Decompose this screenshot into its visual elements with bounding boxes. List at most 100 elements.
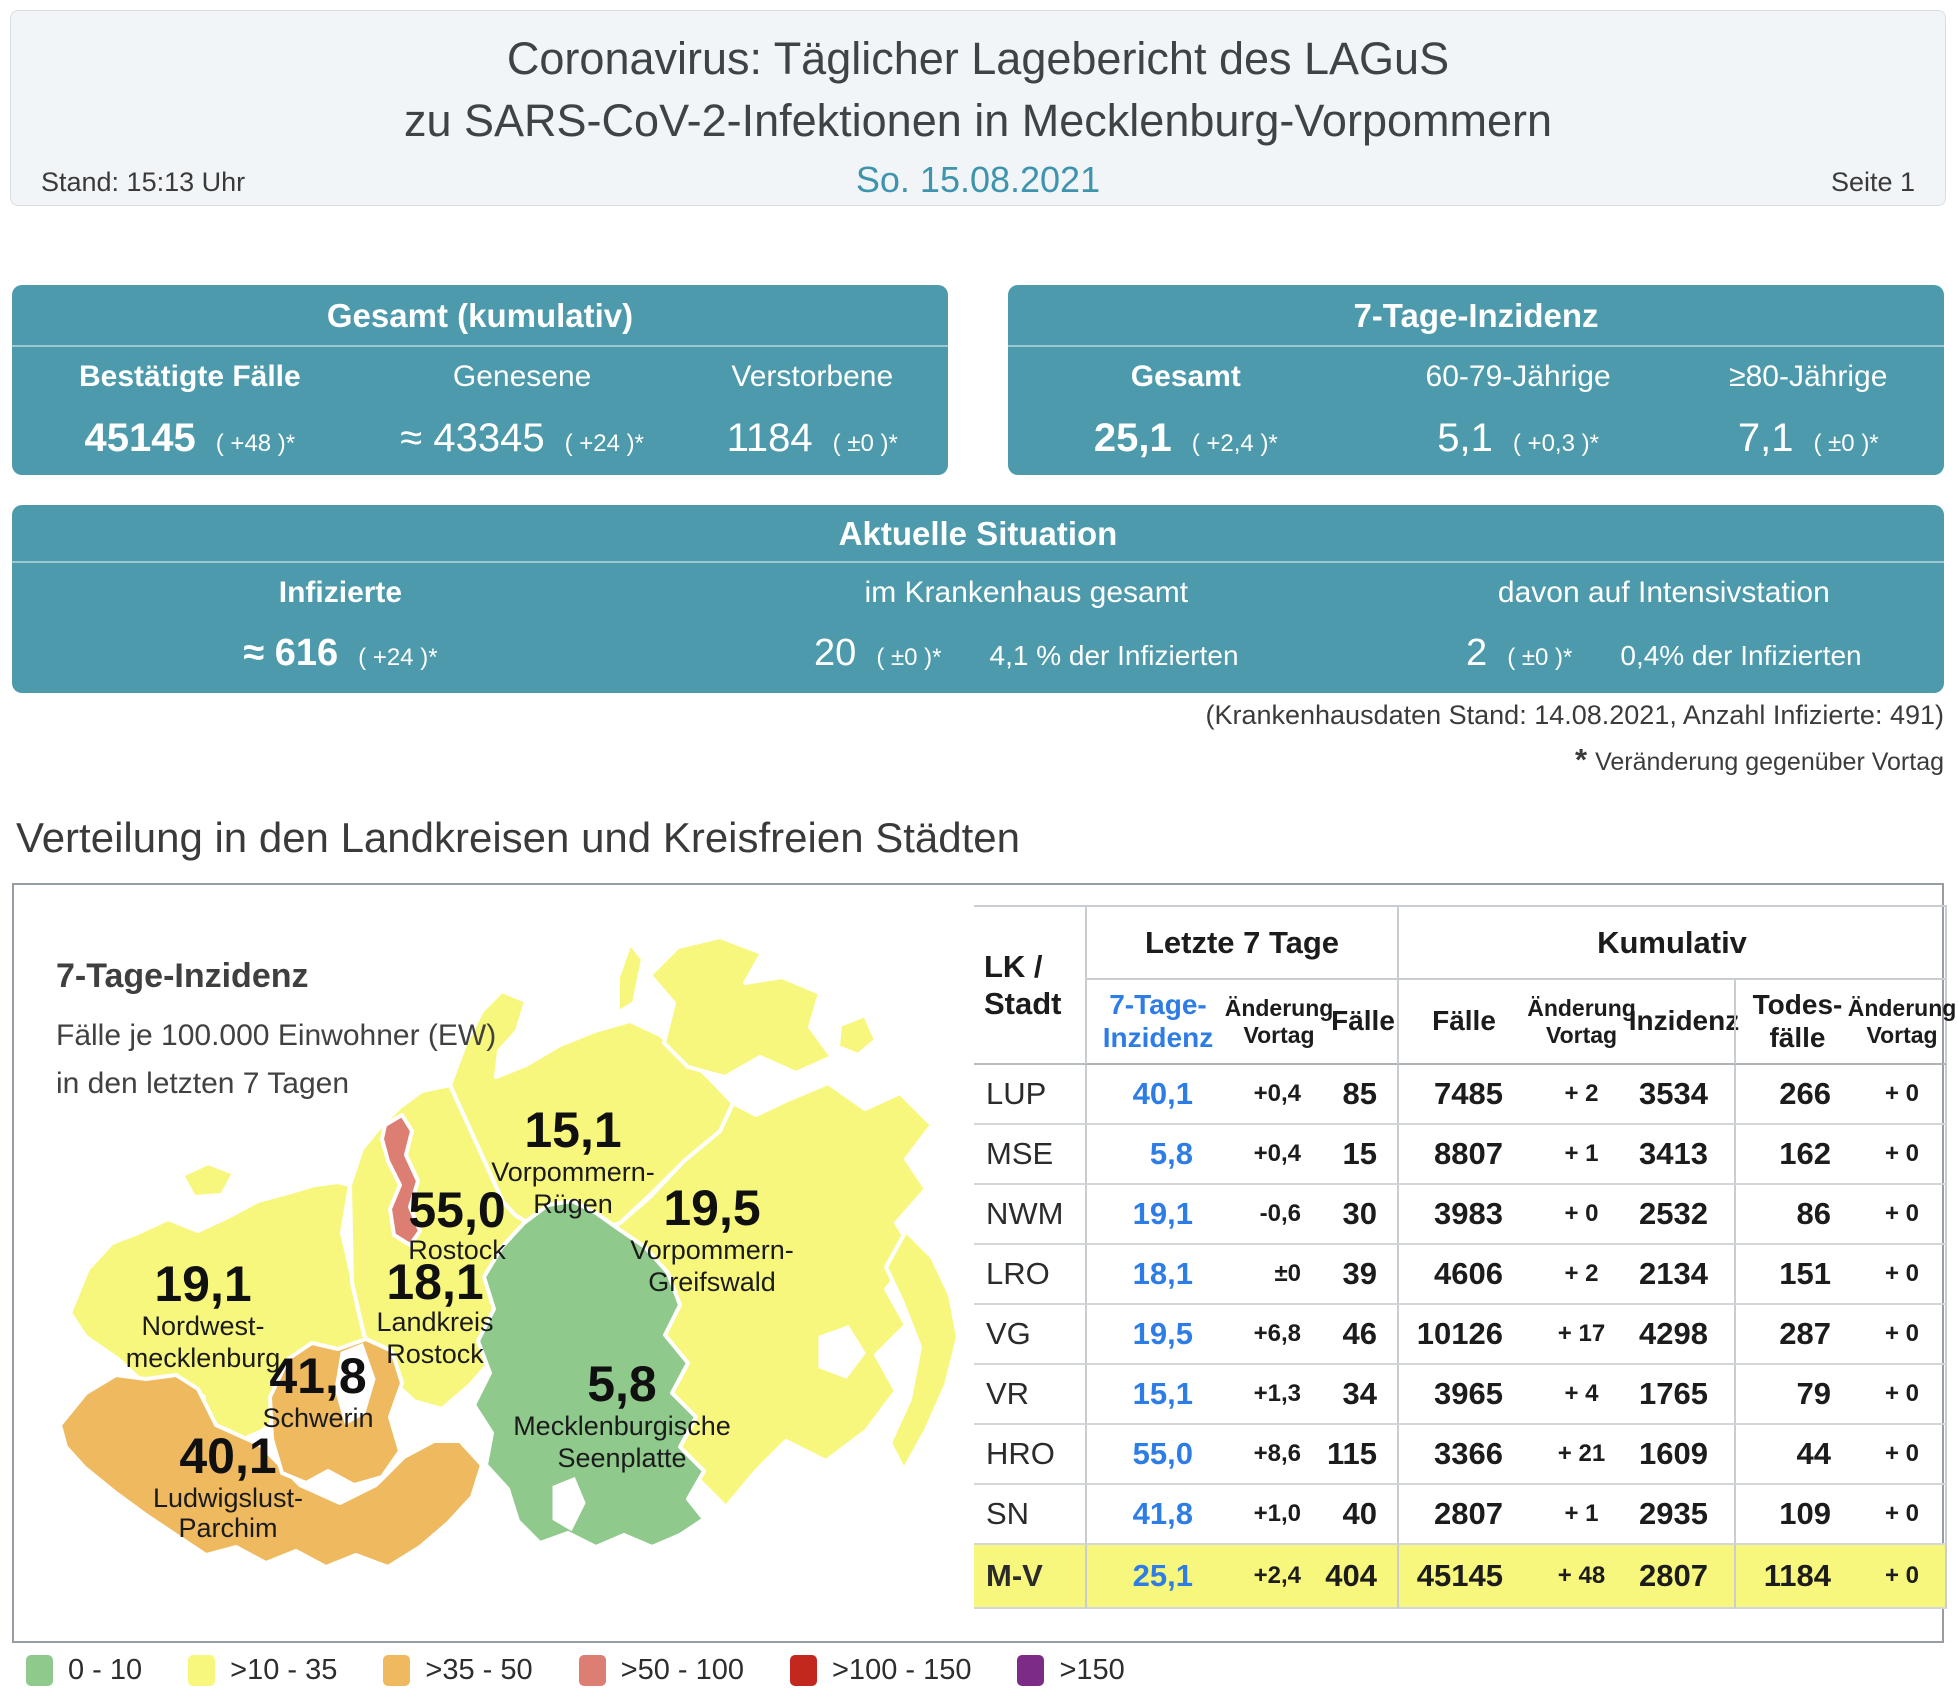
legend-swatch-purple xyxy=(1017,1655,1045,1686)
metric-value: 2 xyxy=(1466,631,1488,674)
legend-swatch-green xyxy=(26,1655,53,1686)
table-cell-district: LUP xyxy=(974,1065,1085,1125)
region-rostock-city xyxy=(380,1113,422,1247)
table-cell: + 1 xyxy=(1529,1125,1634,1185)
map-name-schwerin: Schwerin xyxy=(262,1403,373,1433)
table-cell: +8,6 xyxy=(1229,1425,1329,1485)
metric-value: 1184 xyxy=(726,415,813,460)
metric-value: ≈ 616 xyxy=(243,631,339,674)
legend-swatch-orange xyxy=(383,1655,411,1686)
table-cell: 2532 xyxy=(1634,1185,1734,1245)
column-header-cases-cum: Fälle xyxy=(1397,980,1529,1065)
map-name-vorpommern-ruegen-1: Vorpommern- xyxy=(491,1157,655,1187)
metric-recovered: Genesene ≈ 43345( +24 )* xyxy=(400,359,644,460)
column-header-cases7: Fälle xyxy=(1329,980,1397,1065)
table-cell: 15 xyxy=(1329,1125,1397,1185)
map-name-rostock-city: Rostock xyxy=(408,1235,506,1265)
summary-box-cumulative: Gesamt (kumulativ) Bestätigte Fälle 4514… xyxy=(12,285,948,475)
table-cell: + 2 xyxy=(1529,1245,1634,1305)
table-cell: +0,4 xyxy=(1229,1065,1329,1125)
table-cell: 1765 xyxy=(1634,1365,1734,1425)
box-title: Gesamt (kumulativ) xyxy=(12,285,948,347)
column-header-incidence-cum: Inzidenz xyxy=(1629,980,1739,1065)
table-cell: + 4 xyxy=(1529,1365,1634,1425)
table-cell-district: HRO xyxy=(974,1425,1085,1485)
table-cell-total: M-V xyxy=(974,1545,1085,1609)
table-cell: + 0 xyxy=(1859,1485,1947,1545)
legend-item: >50 - 100 xyxy=(578,1654,744,1687)
map-name-vorpommern-ruegen-2: Rügen xyxy=(533,1189,613,1219)
table-cell: +1,0 xyxy=(1229,1485,1329,1545)
footnote-change-note: * Veränderung gegenüber Vortag xyxy=(1575,742,1944,777)
region-ludwigslust-parchim xyxy=(58,1373,484,1569)
region-vorpommern-greifswald-usedom xyxy=(884,1229,960,1472)
table-cell: 151 xyxy=(1734,1245,1859,1305)
metric-delta: ( ±0 )* xyxy=(832,429,898,457)
box-title: 7-Tage-Inzidenz xyxy=(1008,285,1944,347)
column-group-cumulative: Kumulativ xyxy=(1397,905,1947,980)
report-title-line1: Coronavirus: Täglicher Lagebericht des L… xyxy=(506,33,1450,84)
metric-infected: Infizierte ≈ 616( +24 )* xyxy=(243,575,438,674)
table-cell: 85 xyxy=(1329,1065,1397,1125)
table-cell: + 2 xyxy=(1529,1065,1634,1125)
table-cell: 41,8 xyxy=(1085,1485,1229,1545)
table-cell: 86 xyxy=(1734,1185,1859,1245)
asterisk: * xyxy=(1575,742,1588,777)
table-cell: 79 xyxy=(1734,1365,1859,1425)
map-name-ludwigslust-parchim-1: Ludwigslust- xyxy=(153,1483,303,1513)
map-title: 7-Tage-Inzidenz xyxy=(56,957,309,995)
table-cell: 34 xyxy=(1329,1365,1397,1425)
table-cell: 8807 xyxy=(1397,1125,1529,1185)
table-cell: 55,0 xyxy=(1085,1425,1229,1485)
table-cell: 40 xyxy=(1329,1485,1397,1545)
map-name-vorpommern-greifswald-2: Greifswald xyxy=(648,1267,776,1297)
metric-value: 25,1 xyxy=(1093,415,1172,460)
table-cell: +1,3 xyxy=(1229,1365,1329,1425)
table-cell: 2134 xyxy=(1634,1245,1734,1305)
legend-swatch-yellow xyxy=(188,1655,216,1686)
lake-mueritz xyxy=(552,1477,586,1532)
table-cell-district: VG xyxy=(974,1305,1085,1365)
table-cell: 15,1 xyxy=(1085,1365,1229,1425)
map-value-rostock-city: 55,0 xyxy=(408,1182,505,1238)
table-cell: 109 xyxy=(1734,1485,1859,1545)
column-header-deaths-change: Änderung Vortag xyxy=(1848,980,1956,1065)
column-header-change7: Änderung Vortag xyxy=(1225,980,1333,1065)
choropleth-map-mecklenburg-vorpommern: 15,1 Vorpommern- Rügen 55,0 Rostock 19,5… xyxy=(58,935,960,1569)
table-cell: + 17 xyxy=(1529,1305,1634,1365)
section-title-districts: Verteilung in den Landkreisen und Kreisf… xyxy=(16,814,1021,861)
table-cell: 19,5 xyxy=(1085,1305,1229,1365)
table-cell: ±0 xyxy=(1229,1245,1329,1305)
map-value-vorpommern-ruegen: 15,1 xyxy=(524,1102,621,1158)
map-name-landkreis-rostock-1: Landkreis xyxy=(376,1307,493,1337)
table-cell: -0,6 xyxy=(1229,1185,1329,1245)
table-cell: 3534 xyxy=(1634,1065,1734,1125)
table-cell: + 1 xyxy=(1529,1485,1634,1545)
box-title: Aktuelle Situation xyxy=(12,505,1944,563)
metric-incidence-60-79: 60-79-Jährige 5,1( +0,3 )* xyxy=(1425,359,1611,460)
lake-schweriner-see xyxy=(334,1343,376,1426)
table-cell: 2807 xyxy=(1397,1485,1529,1545)
table-cell: + 0 xyxy=(1529,1185,1634,1245)
metric-delta: ( +24 )* xyxy=(358,643,438,671)
footnote-hospital-data: (Krankenhausdaten Stand: 14.08.2021, Anz… xyxy=(1205,700,1944,730)
table-cell-total: 1184 xyxy=(1734,1545,1859,1609)
metric-delta: ( ±0 )* xyxy=(1813,429,1879,457)
map-legend: 0 - 10 >10 - 35 >35 - 50 >50 - 100 >100 … xyxy=(26,1654,1171,1687)
report-title-line2: zu SARS-CoV-2-Infektionen in Mecklenburg… xyxy=(403,95,1553,146)
map-value-vorpommern-greifswald: 19,5 xyxy=(663,1180,760,1236)
metric-value: 45145 xyxy=(84,415,196,460)
table-cell: + 0 xyxy=(1859,1245,1947,1305)
metric-value: ≈ 43345 xyxy=(400,415,545,460)
table-cell: + 0 xyxy=(1859,1065,1947,1125)
metric-deceased: Verstorbene 1184( ±0 )* xyxy=(726,359,898,460)
table-cell-total: + 0 xyxy=(1859,1545,1947,1609)
table-cell-district: VR xyxy=(974,1365,1085,1425)
map-value-landkreis-rostock: 18,1 xyxy=(386,1254,483,1310)
table-cell: 39 xyxy=(1329,1245,1397,1305)
table-cell: + 0 xyxy=(1859,1365,1947,1425)
table-cell-total: 2807 xyxy=(1634,1545,1734,1609)
map-name-seenplatte-2: Seenplatte xyxy=(557,1443,686,1473)
metric-confirmed-cases: Bestätigte Fälle 45145( +48 )* xyxy=(78,359,301,460)
legend-item: >35 - 50 xyxy=(383,1654,533,1687)
